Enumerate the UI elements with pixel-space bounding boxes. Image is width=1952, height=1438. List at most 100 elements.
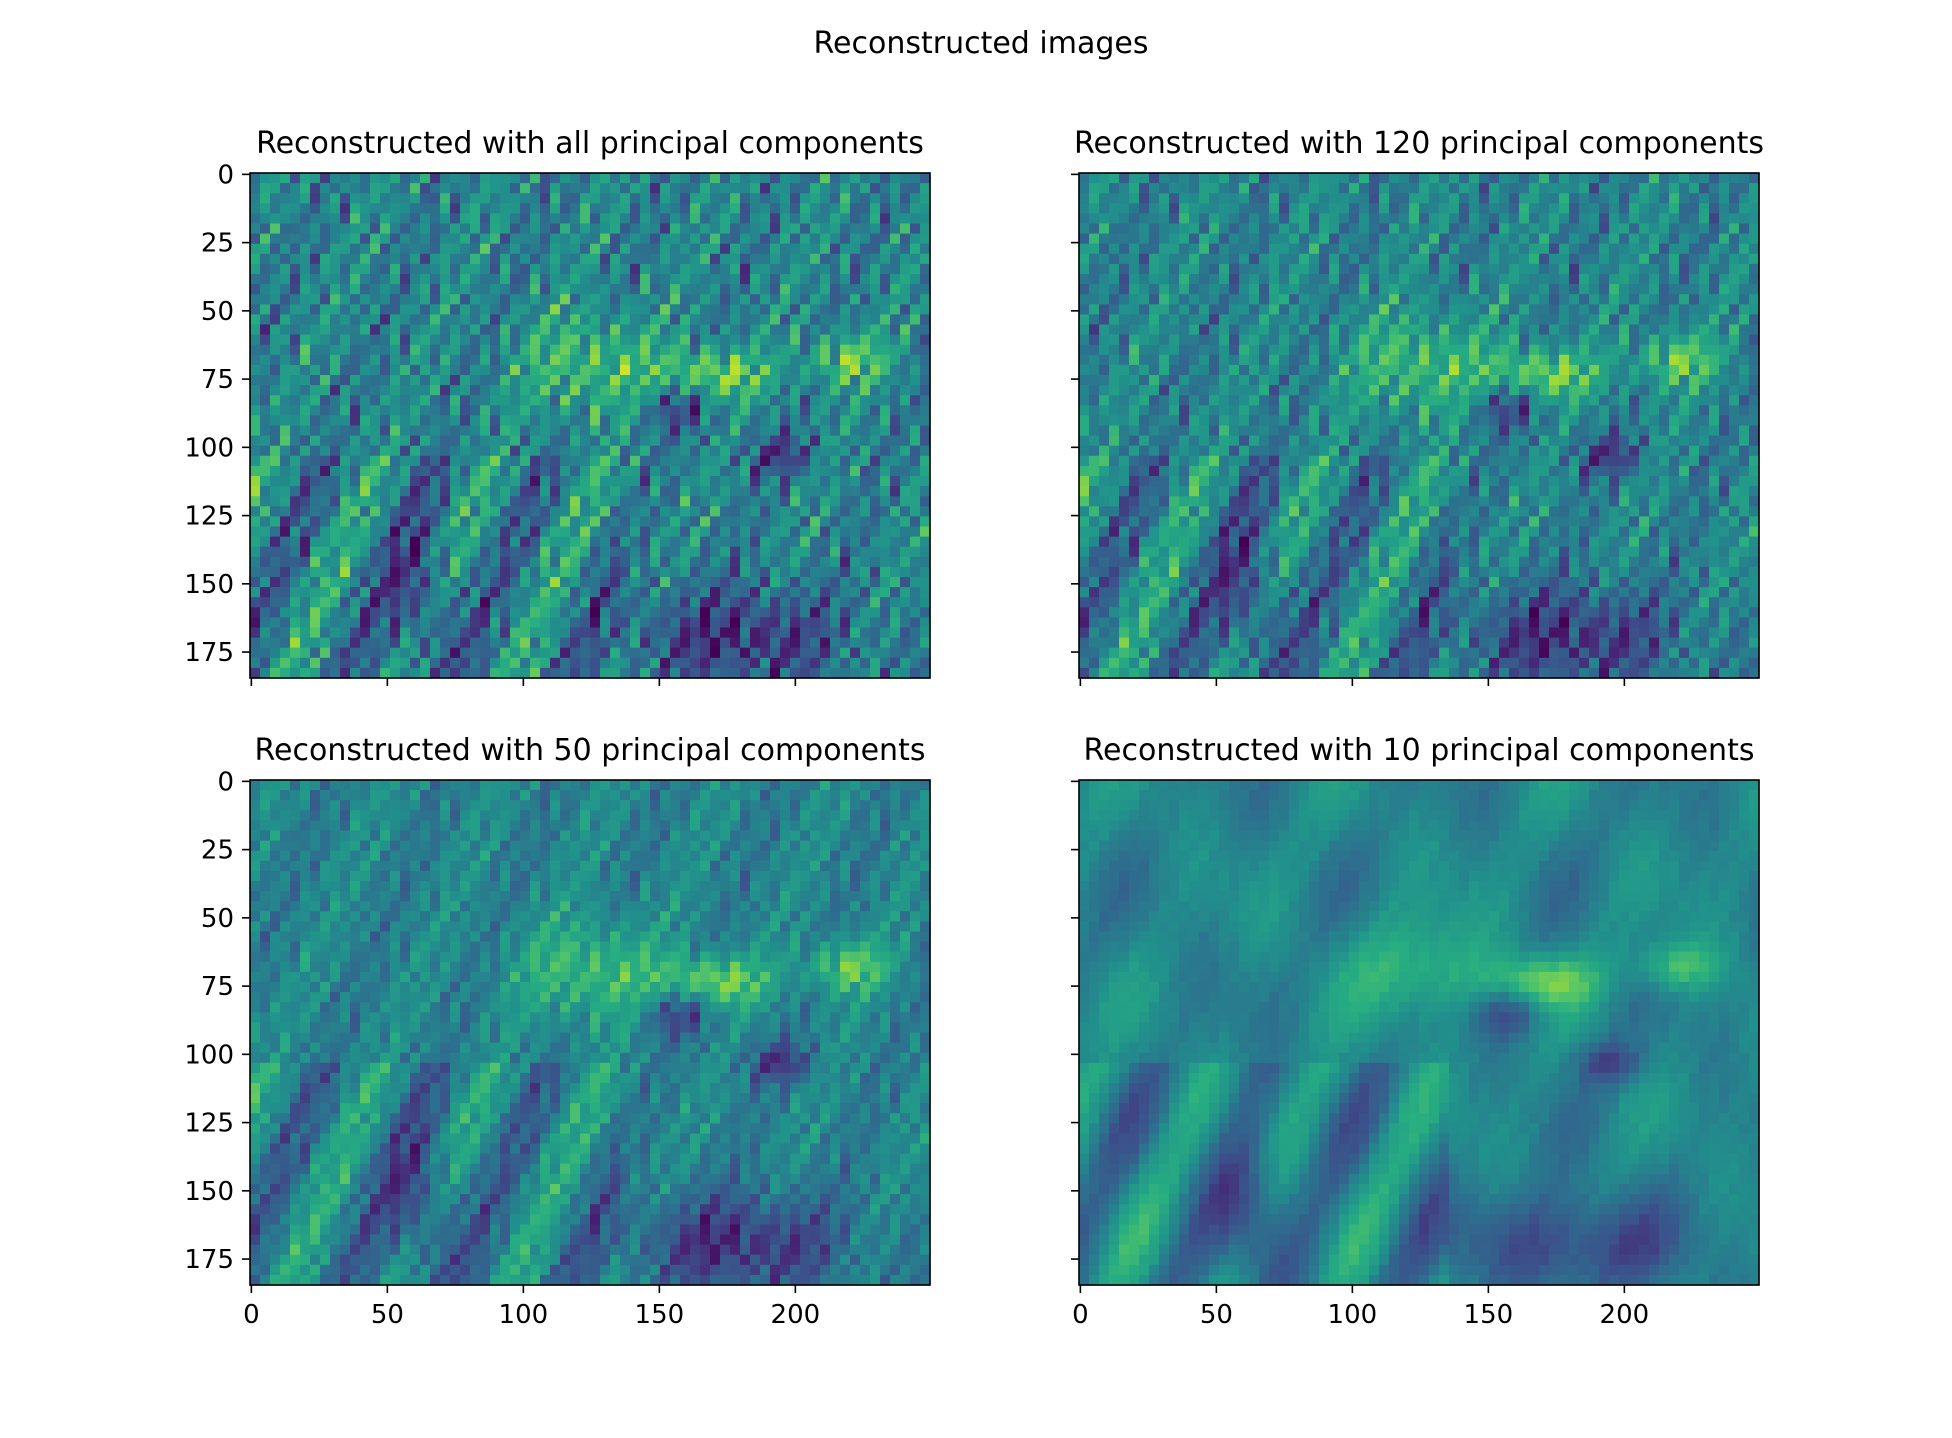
heatmap-cell — [840, 445, 851, 457]
heatmap-cell — [830, 415, 841, 427]
heatmap-cell — [430, 354, 441, 366]
heatmap-cell — [1379, 223, 1390, 235]
heatmap-cell — [570, 334, 581, 346]
heatmap-cell — [1229, 183, 1240, 194]
heatmap-cell — [530, 385, 541, 396]
heatmap-cell — [340, 375, 351, 386]
heatmap-cell — [1409, 324, 1420, 336]
heatmap-cell — [530, 405, 541, 416]
heatmap-cell — [420, 274, 431, 285]
heatmap-cell — [1649, 354, 1660, 366]
heatmap-cell — [470, 647, 481, 659]
heatmap-cell — [880, 263, 891, 275]
heatmap-cell — [460, 556, 471, 568]
heatmap-cell — [400, 425, 411, 437]
heatmap-cell — [1439, 223, 1450, 235]
heatmap-cell — [560, 667, 571, 679]
heatmap-cell — [280, 324, 291, 336]
heatmap-cell — [600, 193, 611, 204]
heatmap-cell — [350, 364, 361, 376]
heatmap-cell — [710, 233, 721, 245]
heatmap-cell — [270, 647, 281, 659]
heatmap-cell — [600, 455, 611, 467]
heatmap-cell — [1369, 203, 1380, 214]
heatmap-cell — [450, 183, 461, 194]
heatmap-cell — [260, 465, 271, 477]
heatmap-cell — [470, 263, 481, 275]
heatmap-cell — [340, 536, 351, 548]
heatmap-cell — [400, 617, 411, 629]
heatmap-cell — [870, 344, 881, 356]
heatmap-cell — [680, 193, 691, 204]
heatmap-cell — [660, 405, 671, 416]
heatmap-cell — [720, 193, 731, 204]
heatmap-cell — [1579, 294, 1590, 305]
heatmap-cell — [1409, 274, 1420, 285]
heatmap-cell — [630, 556, 641, 568]
heatmap-cell — [750, 364, 761, 376]
heatmap-cell — [380, 203, 391, 214]
heatmap-cell — [1459, 395, 1470, 406]
heatmap-cell — [430, 667, 441, 679]
heatmap-cell — [820, 657, 831, 669]
heatmap-cell — [610, 334, 621, 346]
heatmap-cell — [730, 577, 741, 588]
heatmap-cell — [1299, 183, 1310, 194]
heatmap-cell — [690, 455, 701, 467]
heatmap-cell — [1499, 203, 1510, 214]
heatmap-cell — [270, 324, 281, 336]
heatmap-cell — [760, 334, 771, 346]
heatmap-cell — [590, 253, 601, 265]
heatmap-cell — [1359, 253, 1370, 265]
heatmap-cell — [610, 243, 621, 255]
heatmap-cell — [310, 223, 321, 235]
heatmap-cell — [310, 556, 321, 568]
heatmap-cell — [430, 486, 441, 497]
heatmap-cell — [860, 455, 871, 467]
heatmap-cell — [450, 263, 461, 275]
heatmap-cell — [580, 193, 591, 204]
heatmap-cell — [1119, 405, 1130, 416]
heatmap-cell — [330, 253, 341, 265]
heatmap-cell — [260, 385, 271, 396]
heatmap-cell — [470, 577, 481, 588]
heatmap-cell — [400, 334, 411, 346]
heatmap-cell — [330, 375, 341, 386]
heatmap-cell — [540, 546, 551, 558]
heatmap-cell — [840, 486, 851, 497]
heatmap-cell — [1429, 324, 1440, 336]
heatmap-cell — [870, 546, 881, 558]
heatmap-cell — [620, 334, 631, 346]
y-tick-label: 175 — [184, 638, 234, 668]
heatmap-cell — [360, 213, 371, 225]
heatmap-cell — [1079, 263, 1090, 275]
heatmap-cell — [310, 455, 321, 467]
heatmap-cell — [710, 516, 721, 528]
heatmap-cell — [600, 223, 611, 235]
heatmap-cell — [400, 385, 411, 396]
heatmap-cell — [1719, 324, 1730, 336]
heatmap-cell — [660, 183, 671, 194]
heatmap-cell — [690, 465, 701, 477]
heatmap-cell — [900, 344, 911, 356]
heatmap-cell — [1529, 284, 1540, 295]
heatmap-cell — [1649, 294, 1660, 305]
heatmap-cell — [410, 627, 421, 639]
heatmap-cell — [1559, 253, 1570, 265]
heatmap-cell — [630, 183, 641, 194]
heatmap-cell — [480, 405, 491, 416]
heatmap-cell — [730, 354, 741, 366]
heatmap-cell — [830, 354, 841, 366]
heatmap-cell — [630, 496, 641, 507]
heatmap-cell — [640, 284, 651, 295]
heatmap-cell — [320, 233, 331, 245]
heatmap-cell — [910, 354, 921, 366]
heatmap-cell — [750, 354, 761, 366]
heatmap-cell — [820, 364, 831, 376]
heatmap-cell — [900, 263, 911, 275]
heatmap-cell — [420, 667, 431, 679]
heatmap-cell — [740, 496, 751, 507]
heatmap-cell — [550, 274, 561, 285]
heatmap-cell — [800, 587, 811, 598]
heatmap-cell — [540, 647, 551, 659]
